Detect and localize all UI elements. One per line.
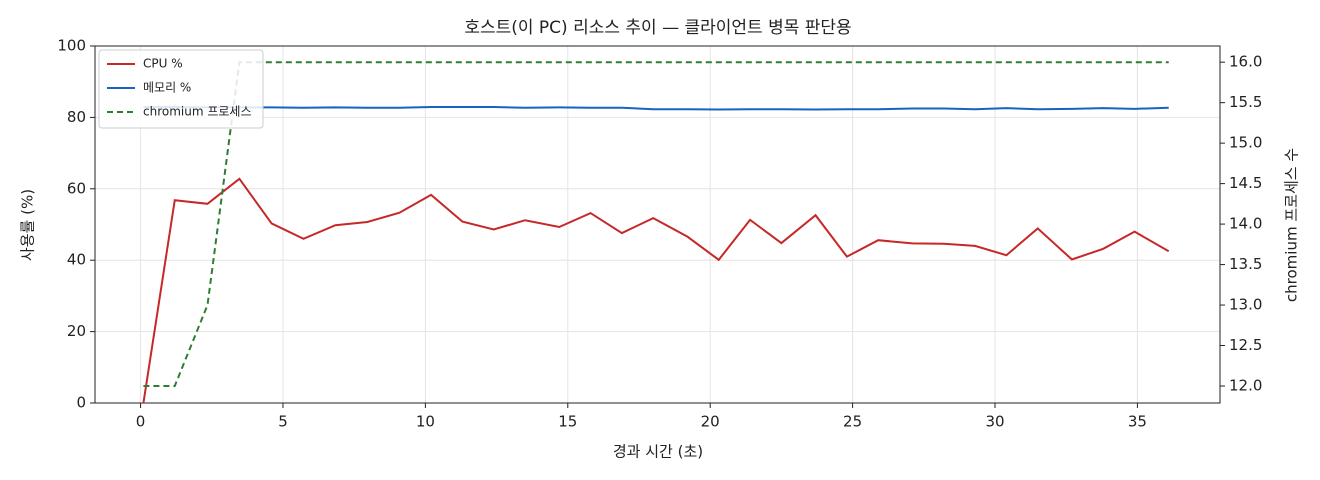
x-tick-label: 10 bbox=[416, 413, 435, 431]
legend-label: 메모리 % bbox=[143, 81, 191, 95]
legend-label: chromium 프로세스 bbox=[143, 105, 252, 119]
y2-tick-label: 15.5 bbox=[1229, 93, 1262, 111]
chart-title: 호스트(이 PC) 리소스 추이 — 클라이언트 병목 판단용 bbox=[464, 18, 851, 38]
series-line bbox=[143, 61, 1169, 387]
y2-tick-label: 13.0 bbox=[1229, 296, 1262, 314]
legend-box bbox=[98, 49, 264, 129]
x-tick-label: 20 bbox=[701, 413, 720, 431]
x-tick-label: 25 bbox=[843, 413, 862, 431]
plot-frame bbox=[94, 45, 1221, 404]
y2-tick-label: 12.5 bbox=[1229, 336, 1262, 354]
y2-tick-label: 14.5 bbox=[1229, 174, 1262, 192]
y-tick-label: 60 bbox=[67, 179, 86, 197]
y-axis-label: 사용률 (%) bbox=[19, 189, 37, 261]
legend: CPU % 메모리 % chromium 프로세스 bbox=[98, 49, 264, 129]
y2-tick-label: 16.0 bbox=[1229, 53, 1262, 71]
y-tick-label: 40 bbox=[67, 251, 86, 269]
series-line bbox=[143, 106, 1169, 111]
y-tick-label: 20 bbox=[67, 322, 86, 340]
series-line bbox=[142, 177, 1170, 404]
legend-label: CPU % bbox=[143, 57, 183, 71]
y2-tick-label: 12.0 bbox=[1229, 377, 1262, 395]
y-tick-label: 80 bbox=[67, 108, 86, 126]
y-tick-label: 0 bbox=[76, 394, 86, 412]
x-tick-label: 5 bbox=[278, 413, 288, 431]
y2-tick-label: 14.0 bbox=[1229, 215, 1262, 233]
y2-axis-label: chromium 프로세스 수 bbox=[1283, 148, 1301, 302]
x-tick-label: 35 bbox=[1128, 413, 1147, 431]
x-axis-label: 경과 시간 (초) bbox=[613, 443, 703, 461]
x-tick-label: 0 bbox=[136, 413, 146, 431]
y2-tick-label: 15.0 bbox=[1229, 134, 1262, 152]
x-tick-label: 15 bbox=[558, 413, 577, 431]
x-tick-label: 30 bbox=[985, 413, 1004, 431]
y-tick-label: 100 bbox=[57, 37, 86, 55]
y2-tick-label: 13.5 bbox=[1229, 255, 1262, 273]
